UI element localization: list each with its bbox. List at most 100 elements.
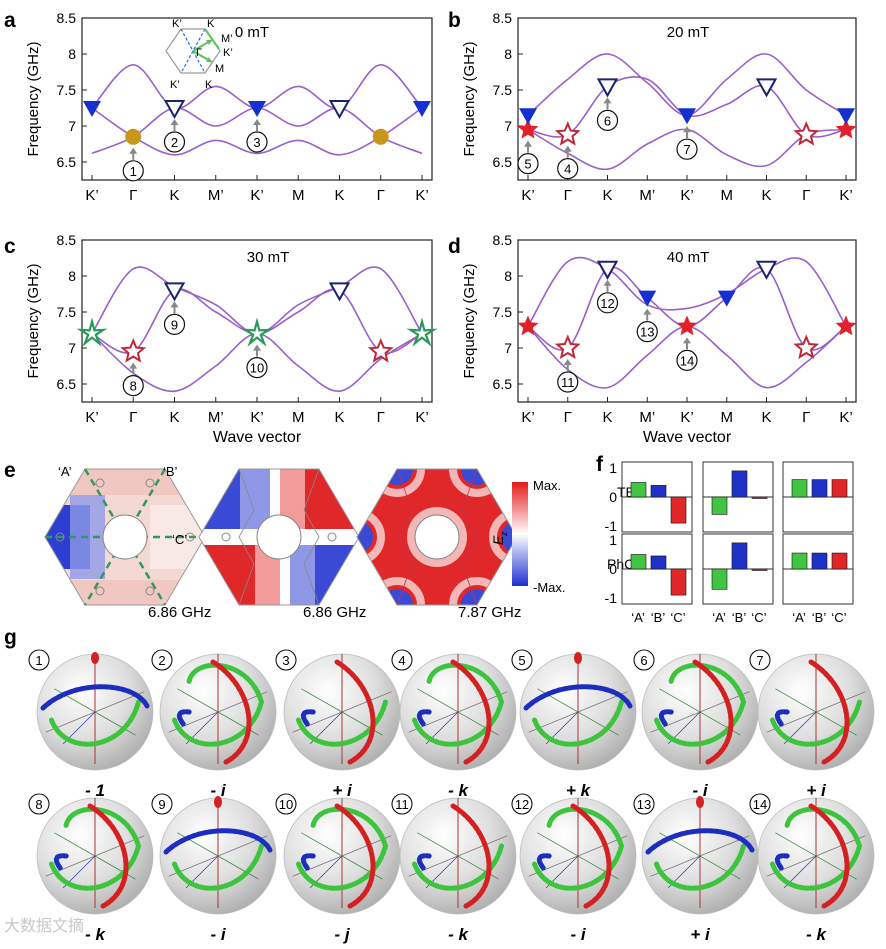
x-tick-label: Γ	[802, 187, 810, 204]
degeneracy-marker	[76, 317, 108, 347]
y-axis-label: Frequency (GHz)	[461, 41, 478, 156]
bz-label: K’	[223, 47, 233, 59]
degeneracy-marker	[793, 334, 820, 359]
callout-arrowhead	[170, 119, 179, 125]
sphere-number-circle	[633, 649, 655, 671]
x-tick-label: M	[721, 187, 734, 204]
trajectory-red	[808, 803, 850, 909]
sphere-number-circle	[633, 793, 655, 815]
bz-label: K’	[172, 18, 182, 30]
x-tick-label: K	[602, 409, 612, 426]
x-tick-label: Γ	[564, 409, 572, 426]
trajectory-blue	[40, 684, 150, 711]
bar-category-label: ‘A’	[631, 610, 645, 625]
bar	[831, 552, 848, 570]
degeneracy-marker	[517, 118, 539, 139]
degeneracy-marker	[554, 121, 581, 146]
degeneracy-marker	[125, 128, 142, 145]
sphere-number-circle	[391, 793, 413, 815]
bz-label: K	[207, 18, 215, 30]
band-line-3	[527, 53, 847, 117]
trajectory-red	[210, 659, 252, 765]
trajectory-blue	[300, 709, 316, 727]
y-tick-label: 7.5	[493, 304, 513, 320]
callout-circle	[636, 321, 658, 343]
bar	[711, 496, 728, 515]
sublattice-label-a: ‘A’	[58, 464, 72, 479]
callout-arrowhead	[563, 359, 572, 365]
callout-arrowhead	[683, 126, 691, 133]
callout-circle	[246, 357, 268, 379]
y-tick-label: 8	[68, 46, 76, 62]
degeneracy-marker	[755, 260, 778, 280]
callout-arrowhead	[683, 337, 691, 344]
x-tick-label: Γ	[802, 409, 810, 426]
trajectory-blue	[774, 853, 790, 871]
x-tick-label: M	[292, 409, 305, 426]
sphere-number: 5	[518, 653, 525, 668]
callout-arrowhead	[603, 279, 612, 286]
sphere-number: 2	[158, 653, 165, 668]
poincare-sphere: 11 - k	[391, 793, 517, 944]
degeneracy-marker	[835, 315, 857, 336]
trajectory-green	[172, 843, 264, 891]
trajectory-green	[532, 806, 625, 891]
y-tick-label: 7.5	[493, 82, 513, 98]
degeneracy-marker	[413, 101, 431, 117]
sphere-label: - i	[210, 925, 226, 944]
trajectory-green	[532, 699, 624, 747]
x-tick-label: Γ	[129, 409, 137, 426]
x-tick-label: K’	[250, 187, 263, 204]
degeneracy-marker	[837, 108, 855, 125]
degeneracy-marker	[406, 317, 438, 347]
callout-number: 11	[561, 375, 575, 390]
callout-arrowhead	[129, 147, 138, 154]
y-tick-label: 7.5	[57, 82, 77, 98]
callout-circle	[557, 371, 579, 393]
x-tick-label: Γ	[129, 187, 137, 204]
bar-y-tick-label: 1	[609, 532, 617, 548]
x-tick-label: M’	[639, 187, 655, 204]
trajectory-green	[654, 843, 746, 891]
bar	[630, 554, 647, 570]
trajectory-blue	[774, 709, 790, 727]
x-tick-label: Γ	[564, 187, 572, 204]
bar	[811, 552, 828, 570]
trajectory-green	[172, 662, 265, 747]
callout-number: 2	[171, 135, 178, 150]
callout-number: 10	[250, 361, 264, 376]
bar	[811, 479, 828, 498]
bz-label: Γ	[196, 47, 202, 59]
field-map-freq-3: 7.87 GHz	[458, 604, 521, 621]
degeneracy-marker	[676, 315, 698, 336]
trajectory-red	[570, 803, 612, 909]
panel-letter-b: b	[448, 9, 461, 32]
x-tick-label: M’	[208, 187, 224, 204]
sphere-number-circle	[511, 649, 533, 671]
bar-category-label: ‘A’	[712, 610, 726, 625]
trajectory-blue	[645, 828, 755, 855]
y-tick-label: 8	[504, 268, 512, 284]
trajectory-blue	[523, 684, 633, 711]
colorbar-quantity-subscript: z	[499, 531, 509, 537]
sphere-label: - k	[448, 781, 469, 800]
x-tick-label: K	[761, 409, 771, 426]
callout-circle	[676, 349, 698, 371]
bar	[791, 552, 808, 570]
trajectory-red	[214, 796, 223, 808]
callout-number: 8	[130, 379, 137, 394]
callout-number: 6	[604, 113, 611, 128]
band-line-2	[91, 107, 423, 156]
y-tick-label: 7	[504, 118, 512, 134]
sphere-number: 11	[395, 797, 409, 812]
trajectory-red	[808, 659, 850, 765]
poincare-sphere: 3 + i	[275, 649, 401, 800]
degeneracy-marker	[328, 282, 351, 302]
bar-panel-f: 10-110-1‘A’ ‘B’ ‘C’ ‘A’ ‘B’ ‘C’ ‘A’ ‘B’ ‘C’	[605, 460, 854, 625]
sphere-number: 4	[398, 653, 405, 668]
callout-number: 1	[130, 164, 137, 179]
sphere-label: - k	[806, 925, 827, 944]
x-tick-label: M	[292, 187, 305, 204]
y-axis-label: Frequency (GHz)	[25, 263, 42, 378]
poincare-sphere: 10 - j	[275, 793, 401, 944]
